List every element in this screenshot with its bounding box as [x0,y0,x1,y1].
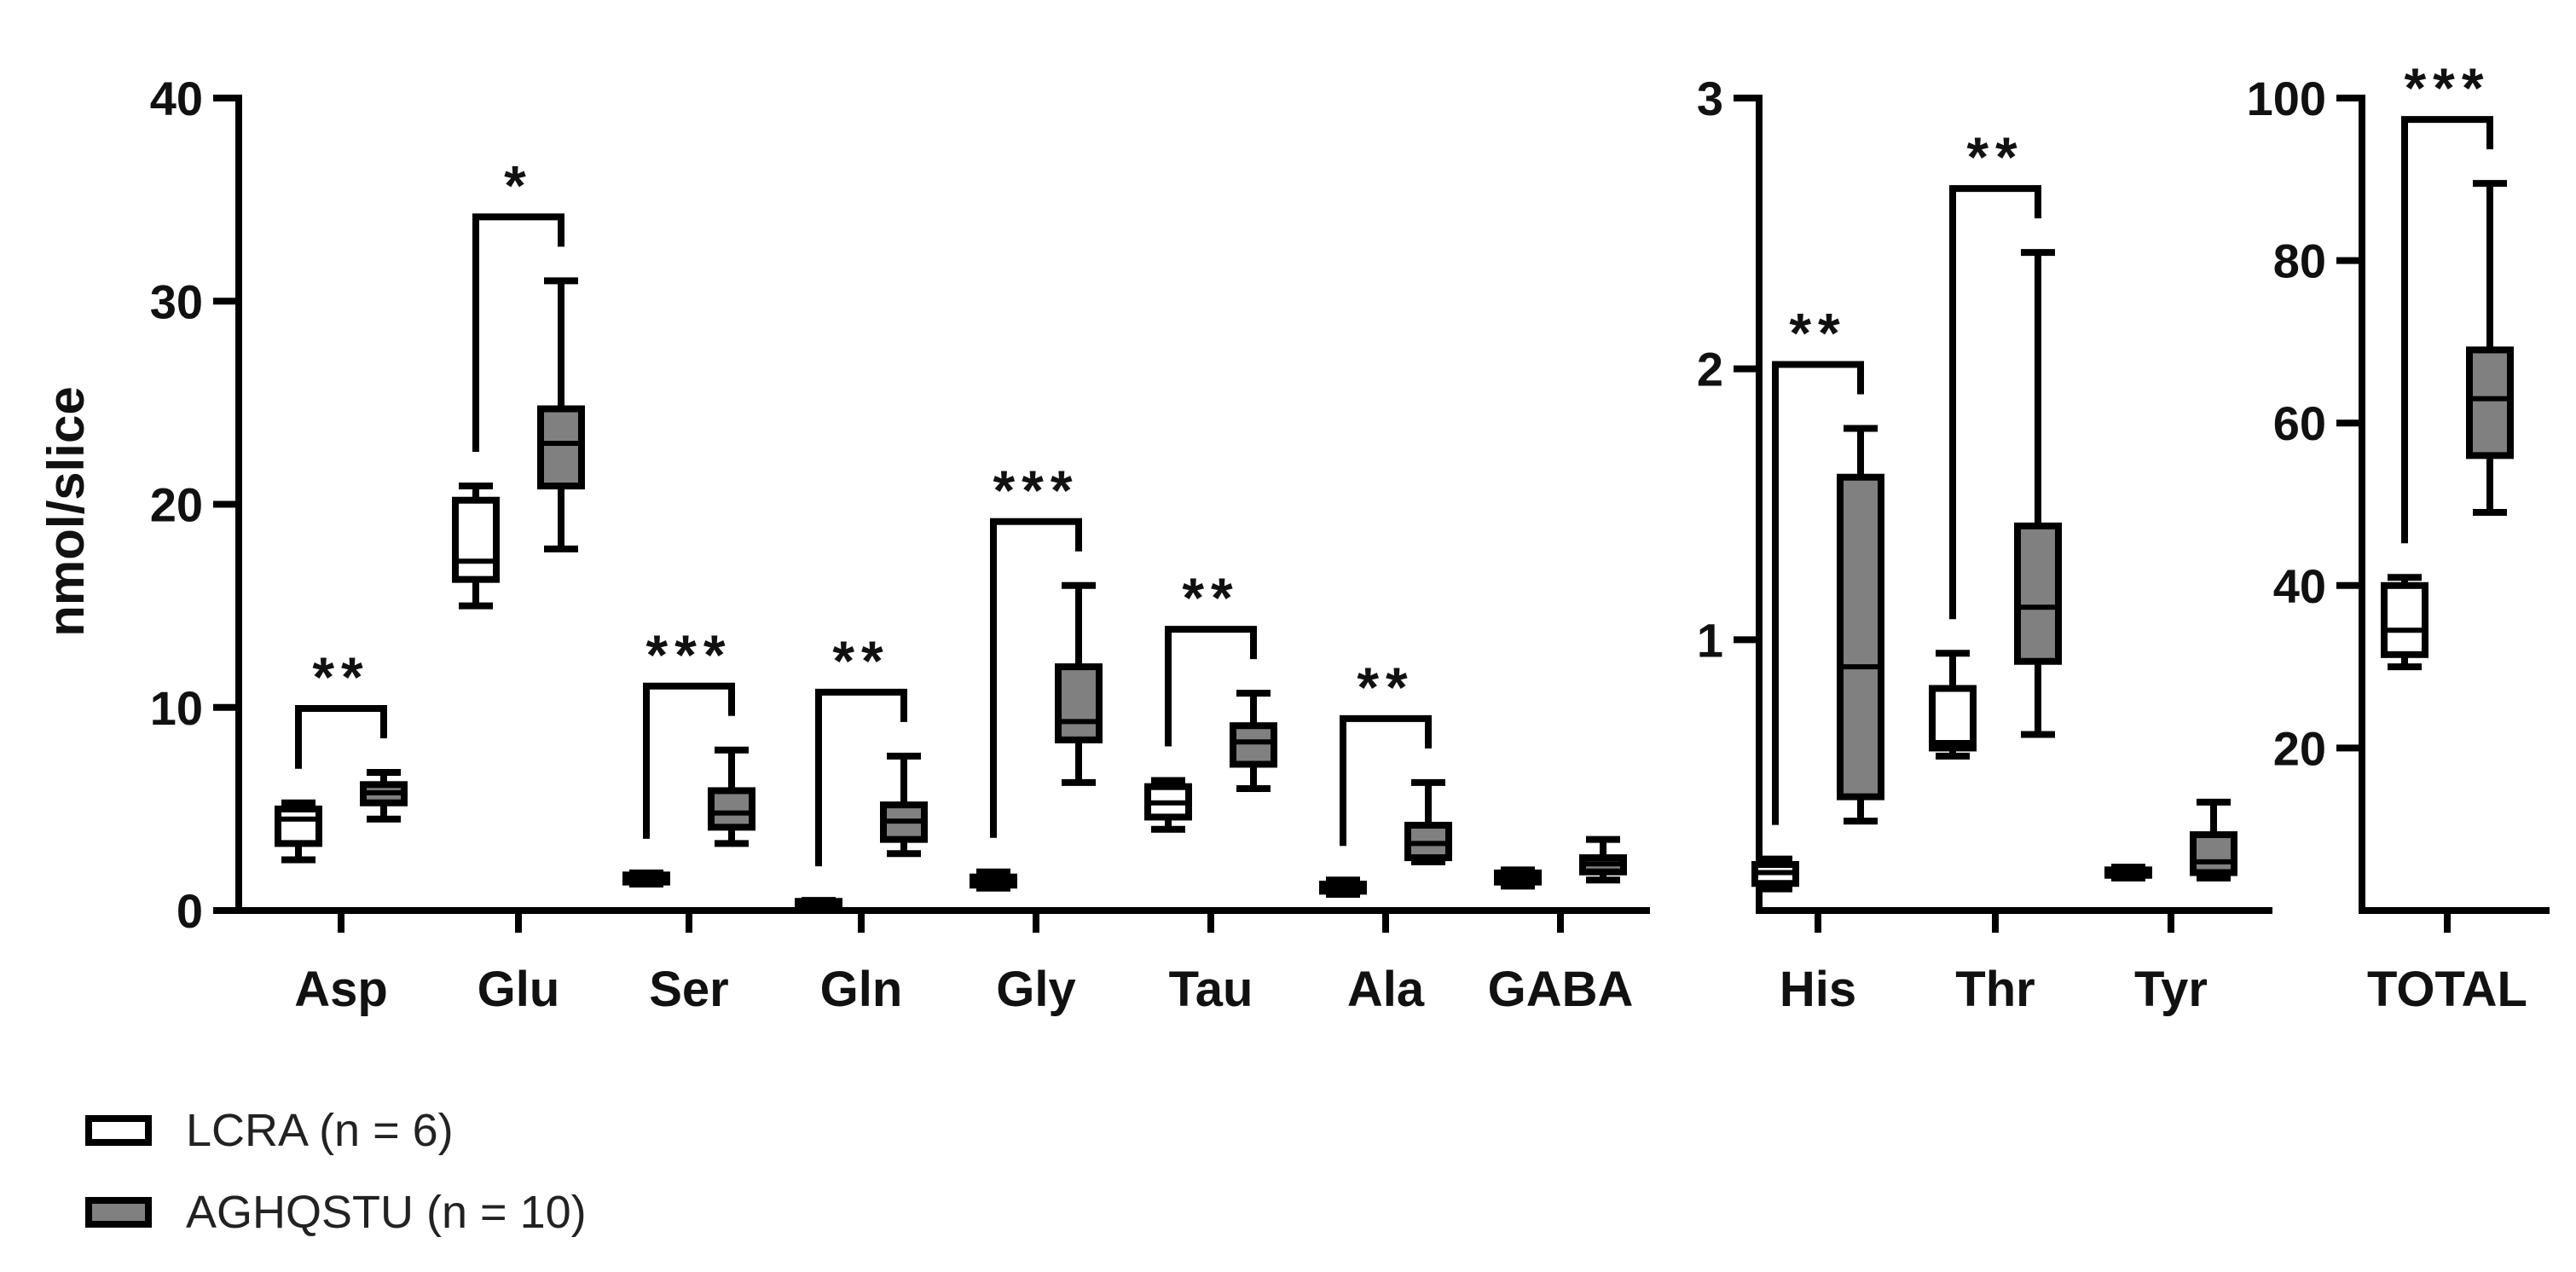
box-his-aghqstu [1837,425,1884,825]
x-tick-label: His [1780,962,1856,1017]
box-gly-aghqstu [1055,581,1103,786]
legend-item-aghqstu: AGHQSTU (n = 10) [85,1171,587,1253]
y-tick-label: 40 [2273,559,2326,613]
y-axis-label: nmol/slice [38,386,95,636]
significance-label: ** [1357,656,1414,719]
box-iqr [2014,522,2062,665]
significance-bracket [1772,361,1864,825]
box-ala-lcra [1319,876,1367,898]
y-tick-label: 20 [150,478,203,532]
panel-2: 1 2 3 His ** Thr ** Tyr [1697,72,2272,1017]
significance-bracket [472,213,564,453]
legend-label-lcra: LCRA (n = 6) [186,1105,454,1156]
significance-bracket [1165,626,1257,747]
significance-label: *** [2404,56,2490,119]
box-total-lcra [2381,574,2428,671]
box-tau-aghqstu [1230,690,1277,793]
box-tyr-aghqstu [2190,798,2237,882]
box-gaba-aghqstu [1579,835,1627,884]
y-tick-label: 80 [2273,234,2326,288]
box-asp-lcra [275,799,322,864]
significance-label: ** [1966,125,2023,188]
box-iqr [452,496,500,583]
box-ala-aghqstu [1404,778,1452,865]
legend-swatch-aghqstu [85,1197,152,1228]
y-tick-label: 30 [150,275,203,328]
significance-label: ** [312,645,369,708]
box-iqr [275,805,322,847]
legend-swatch-lcra [85,1115,152,1146]
significance-label: *** [993,459,1079,522]
y-tick-label: 20 [2273,721,2326,775]
x-tick-label: Tyr [2134,962,2208,1017]
box-tau-lcra [1144,777,1192,833]
box-iqr [537,405,585,490]
significance-label: ** [1789,302,1846,365]
box-iqr [1837,473,1884,801]
significance-label: ** [832,629,889,692]
y-tick-label: 0 [177,884,203,938]
box-thr-lcra [1929,650,1977,760]
box-iqr [2381,581,2428,658]
box-iqr [1230,722,1277,768]
x-tick-label: Glu [478,962,560,1017]
x-tick-label: Tau [1169,962,1253,1017]
box-iqr [2190,831,2237,876]
y-tick-label: 2 [1697,343,1723,396]
box-ser-aghqstu [708,746,755,847]
boxplot-chart: nmol/slice 0 10 20 30 40 Asp ** Glu * Ser *** Gln **… [38,56,2550,1017]
y-tick-label: 60 [2273,396,2326,450]
box-tyr-lcra [2104,864,2152,882]
y-tick-label: 10 [150,681,203,735]
significance-label: *** [645,623,732,686]
box-gaba-lcra [1494,866,1542,890]
box-iqr [2466,346,2514,460]
y-tick-label: 1 [1697,613,1723,667]
y-tick-label: 100 [2247,72,2326,125]
box-his-lcra [1751,855,1799,893]
box-gln-lcra [795,897,842,911]
significance-bracket [1949,185,2041,620]
x-tick-label: Gln [820,962,903,1017]
box-total-aghqstu [2466,180,2514,517]
box-glu-aghqstu [537,277,585,552]
significance-bracket [295,704,387,769]
y-tick-label: 40 [150,72,203,125]
significance-bracket [2401,116,2493,544]
significance-label: * [504,153,533,217]
x-tick-label: Ala [1347,962,1425,1017]
x-tick-label: TOTAL [2367,962,2527,1017]
box-iqr [1055,663,1103,743]
legend-item-lcra: LCRA (n = 6) [85,1090,587,1171]
significance-bracket [815,688,907,867]
box-gln-aghqstu [880,752,928,858]
box-thr-aghqstu [2014,249,2062,738]
significance-bracket [643,682,735,839]
x-tick-label: Ser [649,962,729,1017]
significance-bracket [1340,714,1432,847]
x-tick-label: Thr [1955,962,2035,1017]
significance-bracket [990,517,1082,838]
x-tick-label: Asp [294,962,388,1017]
significance-label: ** [1182,566,1239,629]
y-tick-label: 3 [1697,72,1723,125]
legend: LCRA (n = 6) AGHQSTU (n = 10) [85,1090,587,1253]
box-iqr [1929,685,1977,752]
box-ser-lcra [622,869,670,888]
box-glu-lcra [452,483,500,610]
box-asp-aghqstu [360,768,408,823]
x-tick-label: GABA [1488,962,1634,1017]
panel-3: 20 40 60 80 100 TOTAL *** [2247,56,2550,1017]
box-iqr [708,787,755,831]
x-tick-label: Gly [996,962,1076,1017]
legend-label-aghqstu: AGHQSTU (n = 10) [186,1187,587,1238]
box-gly-lcra [970,868,1017,892]
panel-1: 0 10 20 30 40 Asp ** Glu * Ser *** Gln ** Gly *** Tau **… [150,72,1650,1017]
